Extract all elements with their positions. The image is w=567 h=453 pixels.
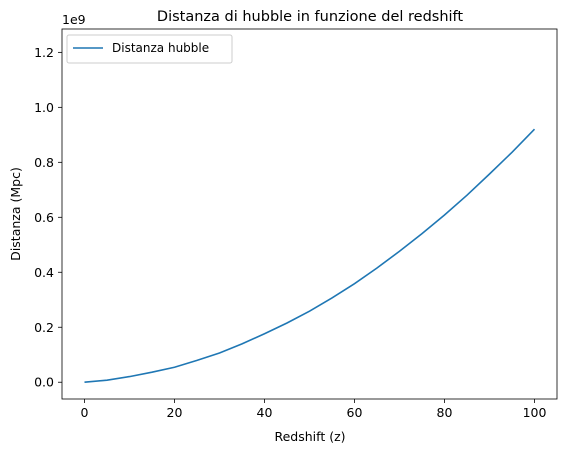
y-tick-label: 0.4 (34, 265, 54, 280)
y-tick-label: 1.0 (34, 100, 54, 115)
y-axis-label: Distanza (Mpc) (8, 167, 23, 261)
y-tick-label: 0.0 (34, 375, 54, 390)
y-axis: 0.0 0.2 0.4 0.6 0.8 1.0 1.2 (34, 45, 62, 390)
x-axis: 0 20 40 60 80 100 (81, 399, 547, 420)
x-tick-label: 40 (257, 405, 273, 420)
y-offset-label: 1e9 (62, 12, 86, 27)
y-tick-label: 0.6 (34, 210, 54, 225)
x-tick-label: 60 (347, 405, 363, 420)
x-tick-label: 100 (523, 405, 547, 420)
x-tick-label: 20 (167, 405, 183, 420)
x-axis-label: Redshift (z) (274, 429, 345, 444)
legend: Distanza hubble (66, 34, 233, 64)
y-tick-label: 1.2 (34, 45, 54, 60)
legend-label: Distanza hubble (112, 41, 209, 55)
chart-title: Distanza di hubble in funzione del redsh… (157, 9, 463, 25)
series-line-distanza-hubble (84, 128, 536, 384)
y-tick-label: 0.8 (34, 155, 54, 170)
x-tick-label: 80 (437, 405, 453, 420)
legend-box (66, 34, 233, 64)
x-tick-label: 0 (81, 405, 89, 420)
y-tick-label: 0.2 (34, 320, 54, 335)
plot-frame (61, 28, 558, 400)
